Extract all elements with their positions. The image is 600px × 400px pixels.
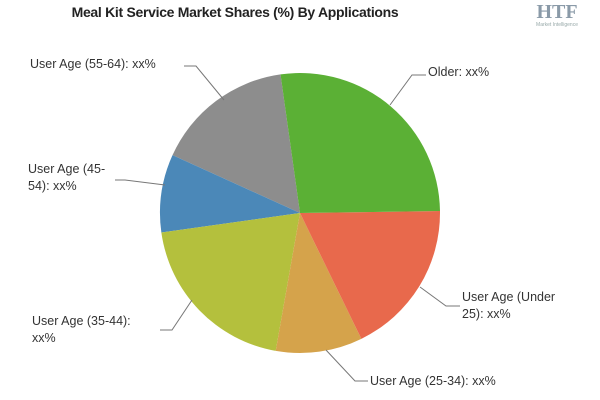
leader-line <box>325 349 368 382</box>
pie-slice <box>275 213 362 353</box>
logo-tagline: Market Intelligence <box>536 22 578 28</box>
logo: HTF Market Intelligence <box>536 2 578 28</box>
pie-slice <box>160 155 300 233</box>
slice-label: Older: xx% <box>428 65 490 79</box>
pie-slice <box>280 73 440 214</box>
pie-slice <box>300 211 441 339</box>
slice-label: User Age (25-34): xx% <box>370 374 496 388</box>
leader-lines <box>115 65 460 382</box>
leader-line <box>184 65 225 101</box>
pie-slice <box>161 213 300 351</box>
logo-mark: HTF <box>536 1 578 23</box>
leader-line <box>419 286 460 307</box>
pie-slice <box>172 74 300 213</box>
leader-line <box>389 74 426 106</box>
slice-label: User Age (35-44): xx% <box>32 314 131 345</box>
slice-label: User Age (55-64): xx% <box>30 57 156 71</box>
chart-title: Meal Kit Service Market Shares (%) By Ap… <box>71 4 399 20</box>
slice-label: User Age (45-54): xx% <box>28 162 106 193</box>
leader-line <box>160 299 193 331</box>
slice-label: User Age (Under 25): xx% <box>462 290 556 321</box>
leader-line <box>115 179 166 186</box>
